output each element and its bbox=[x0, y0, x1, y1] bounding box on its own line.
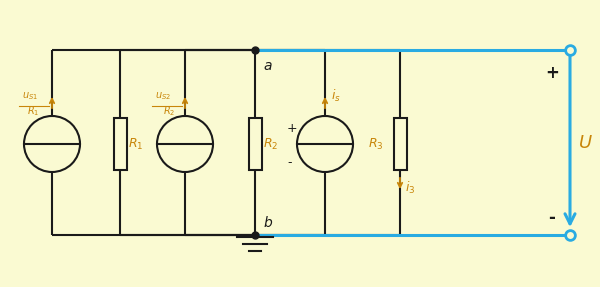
Text: -: - bbox=[548, 209, 555, 227]
Text: $i_3$: $i_3$ bbox=[405, 180, 415, 196]
Circle shape bbox=[297, 116, 353, 172]
Text: $R_2$: $R_2$ bbox=[263, 136, 278, 152]
Bar bbox=[394, 118, 407, 170]
Circle shape bbox=[24, 116, 80, 172]
Text: $R_3$: $R_3$ bbox=[368, 136, 383, 152]
Text: $u_{S1}$: $u_{S1}$ bbox=[22, 90, 38, 102]
Text: $R_2$: $R_2$ bbox=[163, 104, 175, 118]
Text: $R_1$: $R_1$ bbox=[27, 104, 40, 118]
Text: b: b bbox=[263, 216, 272, 230]
Text: $i_s$: $i_s$ bbox=[331, 88, 341, 104]
Text: $U$: $U$ bbox=[578, 133, 593, 152]
Circle shape bbox=[157, 116, 213, 172]
Text: -: - bbox=[287, 156, 292, 169]
Bar bbox=[113, 118, 127, 170]
Text: +: + bbox=[287, 122, 298, 135]
Bar bbox=[248, 118, 262, 170]
Text: +: + bbox=[545, 64, 559, 82]
Text: $R_1$: $R_1$ bbox=[128, 136, 143, 152]
Text: $u_{S2}$: $u_{S2}$ bbox=[155, 90, 171, 102]
Text: a: a bbox=[263, 59, 271, 73]
